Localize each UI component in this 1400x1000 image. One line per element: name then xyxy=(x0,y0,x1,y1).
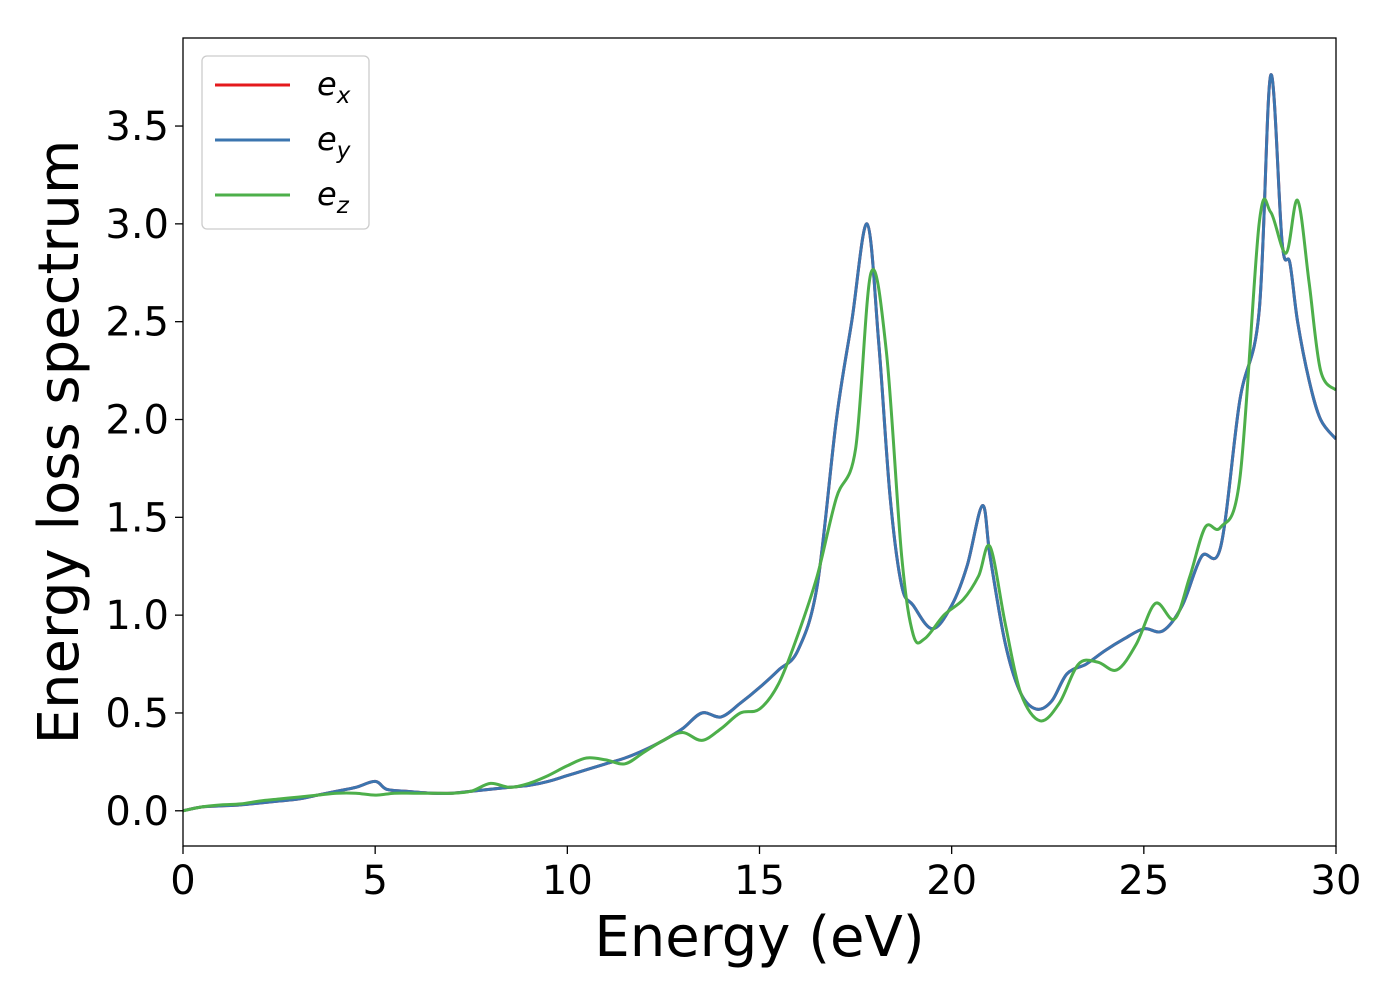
series-line-ey xyxy=(183,73,1336,813)
y-tick-label: 0.0 xyxy=(105,789,169,835)
legend-entry: ex xyxy=(317,65,351,109)
x-tick-label: 0 xyxy=(170,858,195,904)
y-tick-label: 0.5 xyxy=(105,691,169,737)
y-axis: 0.0 0.5 1.0 1.5 2.0 2.5 3.0 3.5 xyxy=(105,104,183,835)
x-axis-label: Energy (eV) xyxy=(594,905,924,970)
legend-entry: ez xyxy=(317,175,350,219)
y-tick-label: 3.0 xyxy=(105,202,169,248)
legend-box xyxy=(201,55,370,230)
legend: ex ey ez xyxy=(201,55,370,230)
series-layer xyxy=(183,73,1336,813)
y-tick-label: 1.0 xyxy=(105,593,169,639)
x-tick-label: 5 xyxy=(362,858,387,904)
series-line-ez xyxy=(183,197,1336,813)
x-tick-label: 30 xyxy=(1311,858,1362,904)
x-tick-label: 15 xyxy=(734,858,785,904)
legend-entry: ey xyxy=(317,120,351,164)
y-tick-label: 1.5 xyxy=(105,495,169,541)
x-tick-label: 25 xyxy=(1118,858,1169,904)
y-tick-label: 2.0 xyxy=(105,398,169,444)
y-tick-label: 2.5 xyxy=(105,300,169,346)
x-axis: 0 5 10 15 20 25 30 xyxy=(170,846,1361,904)
y-tick-label: 3.5 xyxy=(105,104,169,150)
x-tick-label: 10 xyxy=(542,858,593,904)
y-axis-label: Energy loss spectrum xyxy=(27,140,92,745)
x-tick-label: 20 xyxy=(926,858,977,904)
